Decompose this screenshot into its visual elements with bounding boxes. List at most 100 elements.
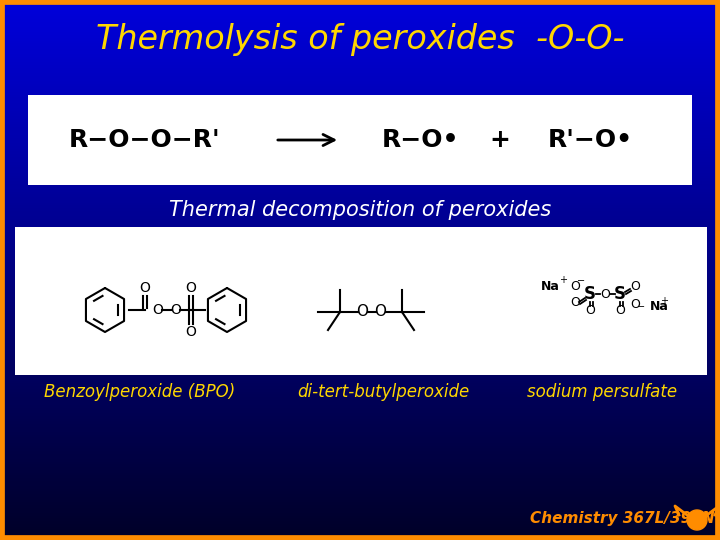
Text: Thermolysis of peroxides  -O-O-: Thermolysis of peroxides -O-O-: [96, 24, 624, 57]
Bar: [0, 264, 720, 267]
Text: S: S: [584, 285, 596, 303]
Bar: [0, 299, 720, 302]
Bar: [0, 423, 720, 427]
Bar: [0, 372, 720, 375]
Text: −: −: [577, 276, 585, 286]
Bar: [0, 215, 720, 219]
Bar: [0, 485, 720, 489]
Bar: [0, 15, 720, 19]
Bar: [0, 37, 720, 40]
Bar: [0, 69, 720, 73]
Bar: [0, 261, 720, 265]
Bar: [0, 2, 720, 5]
Bar: [0, 196, 720, 200]
Bar: [0, 458, 720, 462]
Bar: [0, 153, 720, 157]
Bar: [0, 477, 720, 481]
Bar: [0, 123, 720, 127]
Bar: [0, 382, 720, 386]
Text: O: O: [356, 305, 368, 320]
Bar: [0, 469, 720, 472]
Bar: [0, 334, 720, 338]
Bar: [0, 158, 720, 162]
Bar: [0, 453, 720, 456]
Bar: [0, 104, 720, 108]
Bar: [0, 228, 720, 232]
Bar: [0, 420, 720, 424]
Bar: [0, 166, 720, 170]
Bar: [0, 201, 720, 205]
Bar: [0, 142, 720, 146]
Bar: [0, 34, 720, 38]
Text: di-tert-butylperoxide: di-tert-butylperoxide: [297, 383, 469, 401]
Bar: [0, 7, 720, 11]
Bar: [0, 255, 720, 259]
Bar: [0, 199, 720, 202]
Bar: [0, 212, 720, 216]
Text: S: S: [614, 285, 626, 303]
Text: O: O: [570, 280, 580, 294]
Bar: [0, 18, 720, 22]
Text: O: O: [171, 303, 181, 317]
Text: R'−O•: R'−O•: [547, 128, 633, 152]
Bar: [0, 258, 720, 262]
Text: O: O: [186, 325, 197, 339]
Bar: [0, 531, 720, 535]
Text: sodium persulfate: sodium persulfate: [527, 383, 677, 401]
Bar: [0, 110, 720, 113]
Text: O: O: [630, 298, 640, 310]
Bar: [0, 363, 720, 367]
Text: −: −: [637, 302, 645, 312]
Bar: [0, 161, 720, 165]
Bar: [0, 129, 720, 132]
Bar: [0, 471, 720, 475]
Bar: [0, 404, 720, 408]
Bar: [0, 266, 720, 270]
Bar: [0, 525, 720, 529]
Text: O: O: [153, 303, 163, 317]
Bar: [0, 399, 720, 402]
Text: R−O−O−R': R−O−O−R': [69, 128, 221, 152]
Bar: [0, 304, 720, 308]
Text: Na: Na: [541, 280, 560, 294]
Bar: [0, 169, 720, 173]
Bar: [0, 523, 720, 526]
Bar: [0, 328, 720, 332]
Bar: [0, 288, 720, 292]
Bar: [0, 174, 720, 178]
Bar: [0, 312, 720, 316]
Bar: [0, 237, 720, 240]
Bar: [0, 361, 720, 365]
Bar: [0, 515, 720, 518]
Bar: [0, 48, 720, 51]
Bar: [0, 247, 720, 251]
Bar: [0, 374, 720, 378]
Bar: [0, 99, 720, 103]
Text: O: O: [570, 295, 580, 308]
Bar: [0, 107, 720, 111]
Bar: [0, 461, 720, 464]
Bar: [0, 139, 720, 143]
Bar: [0, 426, 720, 429]
Bar: [0, 490, 720, 494]
Bar: [0, 112, 720, 116]
Bar: [0, 0, 720, 3]
Bar: [0, 293, 720, 297]
Bar: [0, 436, 720, 440]
Bar: [0, 380, 720, 383]
Bar: [0, 396, 720, 400]
Bar: [0, 239, 720, 243]
Bar: [0, 493, 720, 497]
Bar: [0, 39, 720, 43]
Bar: [0, 366, 720, 370]
Text: O: O: [615, 303, 625, 316]
Bar: [0, 53, 720, 57]
Text: +: +: [660, 296, 668, 306]
Bar: [0, 353, 720, 356]
Bar: [0, 102, 720, 105]
Bar: [0, 393, 720, 397]
Bar: [0, 23, 720, 27]
Bar: [0, 177, 720, 181]
Bar: [0, 156, 720, 159]
Bar: [0, 45, 720, 49]
